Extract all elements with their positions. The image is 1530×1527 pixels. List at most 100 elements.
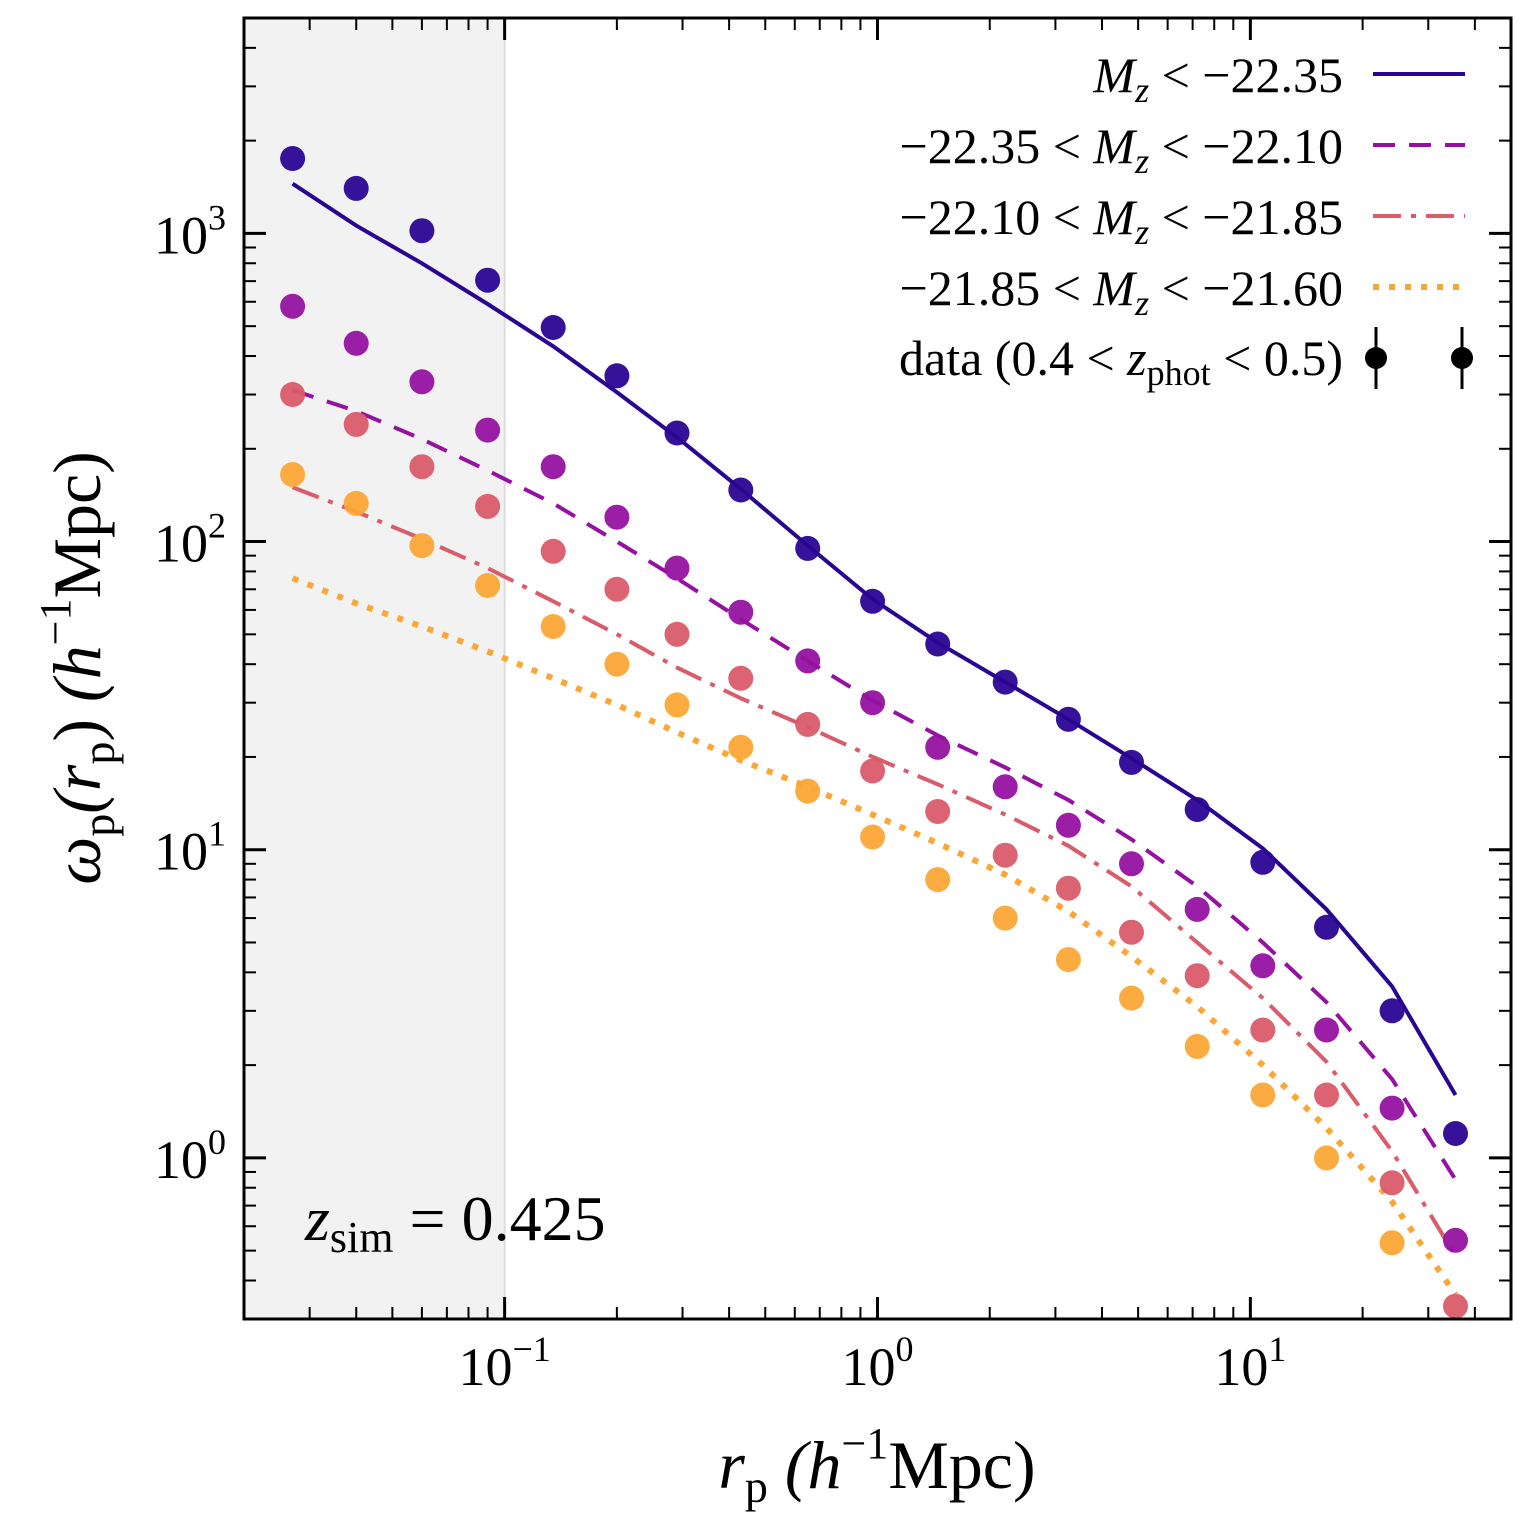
data-point	[925, 799, 951, 824]
data-point	[795, 711, 821, 737]
data-point	[343, 411, 369, 437]
data-point	[475, 573, 501, 598]
data-point	[1314, 1145, 1339, 1171]
data-point	[604, 504, 630, 530]
data-point	[1184, 963, 1210, 989]
data-point	[1250, 1082, 1276, 1108]
data-point	[860, 588, 886, 614]
data-point	[860, 690, 886, 716]
data-points	[280, 146, 1468, 1319]
data-point	[475, 493, 501, 519]
data-point	[1314, 1082, 1339, 1108]
data-point	[860, 758, 886, 784]
model-line-3	[291, 485, 1458, 1258]
data-point	[1250, 953, 1276, 979]
data-point	[1250, 849, 1276, 875]
data-point	[992, 669, 1018, 695]
data-point	[1055, 947, 1081, 973]
data-point	[604, 651, 630, 677]
x-tick-label: 100	[842, 1329, 914, 1397]
axis-ticks	[243, 17, 1512, 1320]
legend-data-marker	[1365, 347, 1387, 369]
data-point	[1184, 896, 1210, 922]
data-point	[604, 576, 630, 602]
legend-data-markers	[1365, 327, 1473, 389]
data-point	[795, 648, 821, 674]
plot-frame	[242, 16, 1513, 1321]
data-point	[925, 734, 951, 760]
data-point	[925, 867, 951, 893]
data-point	[728, 599, 754, 625]
data-point	[728, 665, 754, 691]
data-point	[728, 734, 754, 760]
data-point	[992, 842, 1018, 868]
data-point	[1379, 1230, 1405, 1256]
y-tick-label: 101	[154, 814, 226, 882]
data-point	[409, 218, 435, 244]
data-point	[540, 614, 566, 639]
legend-data-label: data (0.4 < zphot < 0.5)	[899, 330, 1343, 393]
data-point	[1119, 851, 1144, 877]
y-tick-label: 103	[154, 197, 226, 265]
data-point	[664, 621, 690, 647]
legend-data-marker	[1451, 347, 1473, 369]
data-point	[1184, 797, 1210, 822]
data-point	[1055, 875, 1081, 901]
data-point	[1379, 1170, 1405, 1196]
data-point	[1314, 1017, 1339, 1043]
legend-label-1: Mz < −22.35	[1092, 47, 1343, 110]
y-tick-label: 102	[154, 506, 226, 574]
data-point	[992, 905, 1018, 931]
data-point	[1379, 1095, 1405, 1121]
x-tick-label: 101	[1214, 1329, 1286, 1397]
tick-labels: 10−1 100 101 100 101 102 103	[154, 197, 1286, 1397]
data-point	[1184, 1033, 1210, 1059]
y-tick-label: 100	[154, 1122, 226, 1190]
data-point	[540, 454, 566, 480]
data-point	[1443, 1121, 1468, 1146]
data-point	[1379, 998, 1405, 1024]
data-point	[280, 382, 306, 407]
data-point	[409, 533, 435, 559]
data-point	[280, 293, 306, 319]
data-point	[795, 535, 821, 561]
legend-label-4: −21.85 < Mz < −21.60	[900, 260, 1343, 323]
data-point	[795, 778, 821, 804]
x-tick-label: 10−1	[458, 1329, 550, 1397]
data-point	[280, 146, 306, 171]
data-point	[1119, 749, 1144, 775]
data-point	[728, 477, 754, 503]
data-point	[343, 490, 369, 516]
model-line-4	[291, 575, 1458, 1297]
data-point	[343, 175, 369, 201]
data-point	[1443, 1227, 1468, 1253]
data-point	[1055, 812, 1081, 838]
y-axis-title: ωp(rp) (h−1Mpc)	[31, 451, 124, 885]
redshift-annotation: zsim = 0.425	[304, 1183, 606, 1262]
data-point	[409, 369, 435, 395]
data-point	[1055, 706, 1081, 732]
data-point	[664, 692, 690, 718]
data-point	[992, 774, 1018, 800]
legend: Mz < −22.35 −22.35 < Mz < −22.10 −22.10 < …	[900, 47, 1465, 323]
data-point	[409, 454, 435, 480]
data-point	[540, 538, 566, 564]
legend-label-3: −22.10 < Mz < −21.85	[900, 189, 1343, 252]
x-axis-title: rp (h−1Mpc)	[718, 1419, 1035, 1512]
data-point	[1443, 1293, 1468, 1319]
data-point	[860, 824, 886, 850]
data-point	[475, 267, 501, 293]
data-point	[664, 555, 690, 581]
data-point	[1119, 919, 1144, 945]
data-point	[280, 462, 306, 487]
legend-label-2: −22.35 < Mz < −22.10	[900, 118, 1343, 181]
data-point	[1119, 985, 1144, 1011]
data-point	[540, 315, 566, 340]
data-point	[1250, 1017, 1276, 1043]
data-point	[1314, 914, 1339, 940]
data-point	[604, 363, 630, 389]
data-point	[475, 417, 501, 443]
data-point	[343, 330, 369, 356]
data-point	[664, 420, 690, 446]
